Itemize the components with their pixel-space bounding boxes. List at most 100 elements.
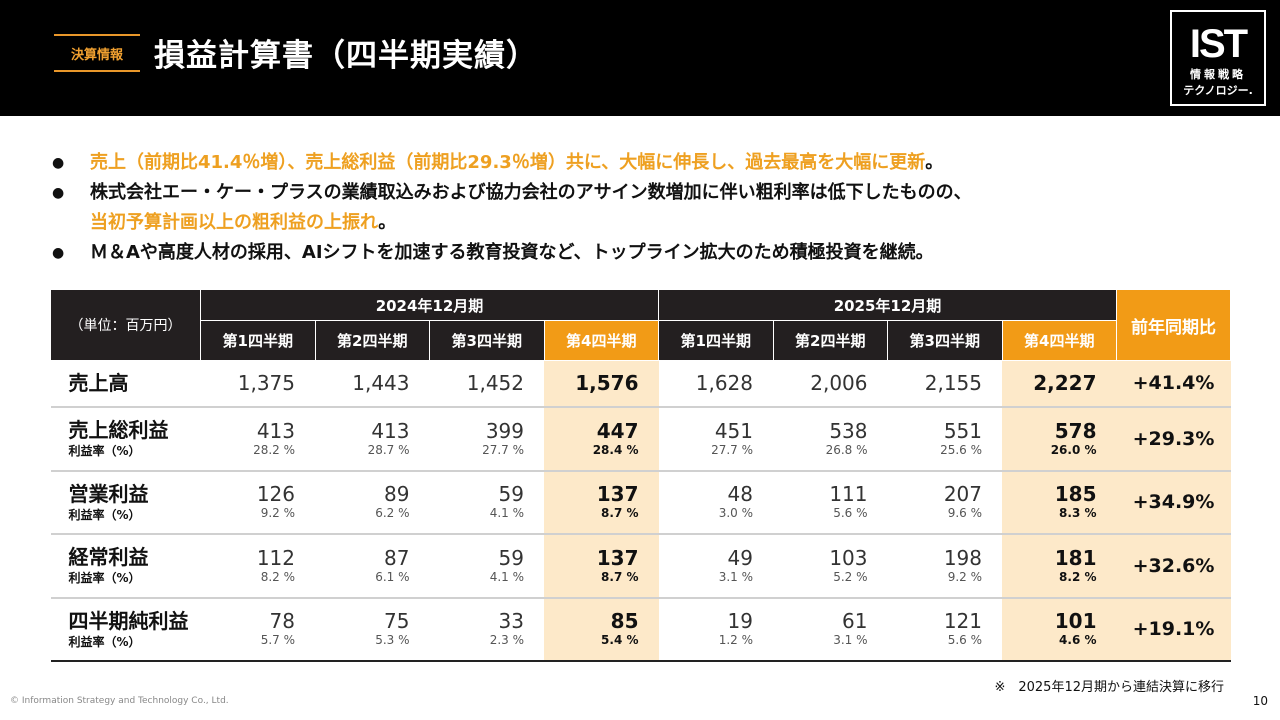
yoy-cell: +41.4% — [1116, 360, 1231, 408]
margin: 5.6 % — [833, 506, 868, 520]
value-cell: 551 25.6 % — [887, 406, 1002, 472]
value: 33 — [498, 609, 524, 633]
margin: 28.7 % — [367, 442, 410, 457]
value: 137 — [596, 482, 639, 506]
company-logo: IST 情報戦略 テクノロジー. — [1170, 10, 1266, 106]
value-cell: 137 8.7 % — [544, 533, 659, 599]
row-sublabel: 利益率（%） — [68, 444, 141, 458]
margin: 6.2 % — [375, 506, 410, 520]
quarter-header: 第3四半期 — [887, 320, 1003, 361]
quarter-header: 第3四半期 — [429, 320, 545, 361]
value-cell: 1,443 — [315, 360, 430, 408]
value: 1,576 — [575, 371, 639, 396]
margin: 3.1 % — [833, 633, 868, 647]
value-cell: 48 3.0 % — [658, 470, 773, 535]
bullet-icon: ● — [52, 245, 65, 261]
yoy-cell: +19.1% — [1116, 597, 1231, 662]
row-label-cell: 売上総利益 利益率（%） — [50, 406, 201, 472]
value: 49 — [727, 545, 753, 570]
table-row: 売上総利益 利益率（%） 413 28.2 % 413 28.7 % 399 27.7 % 44… — [50, 406, 1231, 472]
year-header-2024: 2024年12月期 — [200, 289, 659, 321]
value: 103 — [829, 545, 868, 570]
bullet-list: ● 売上（前期比41.4％増）、売上総利益（前期比29.3％増）共に、大幅に伸長し… — [52, 148, 972, 268]
page-title: 損益計算書（四半期実績） — [154, 38, 538, 74]
value-cell: 112 8.2 % — [200, 533, 315, 599]
value-cell: 19 1.2 % — [658, 597, 773, 662]
quarter-header: 第1四半期 — [658, 320, 774, 361]
yoy-header: 前年同期比 — [1116, 289, 1231, 361]
margin: 27.7 % — [482, 442, 524, 457]
row-label: 売上高 — [68, 371, 129, 396]
quarter-header: 第2四半期 — [772, 320, 888, 361]
value: 2,227 — [1033, 371, 1097, 396]
row-label: 四半期純利益 — [68, 608, 189, 633]
value: 207 — [943, 482, 982, 506]
margin: 8.2 % — [1059, 569, 1097, 584]
value: 185 — [1054, 482, 1097, 506]
bullet-icon: ● — [52, 155, 65, 171]
bullet-text: Ｍ＆Aや高度人材の採用、AIシフトを加速する教育投資など、トップライン拡大のため… — [90, 242, 934, 263]
value-cell: 181 8.2 % — [1002, 533, 1117, 599]
quarter-header: 第4四半期 — [543, 320, 659, 361]
margin: 5.4 % — [601, 633, 639, 647]
value-cell: 2,006 — [773, 360, 888, 408]
margin: 6.1 % — [375, 569, 410, 584]
row-label: 経常利益 — [68, 545, 149, 569]
margin: 4.1 % — [489, 506, 524, 520]
value-cell: 1,628 — [658, 360, 773, 408]
row-label-cell: 経常利益 利益率（%） — [50, 533, 201, 599]
quarter-header: 第1四半期 — [200, 320, 316, 361]
margin: 8.7 % — [601, 569, 639, 584]
table-row: 四半期純利益 利益率（%） 78 5.7 % 75 5.3 % 33 2.3 % 85 5.4 %… — [50, 597, 1231, 662]
margin: 9.2 % — [947, 569, 982, 584]
value-cell: 111 5.6 % — [773, 470, 888, 535]
margin: 8.2 % — [260, 569, 295, 584]
value: 101 — [1054, 609, 1097, 633]
value: 59 — [498, 482, 524, 506]
value-cell: 578 26.0 % — [1002, 406, 1117, 472]
bullet-tail: 。 — [925, 152, 944, 173]
margin: 25.6 % — [940, 442, 982, 457]
value-cell: 103 5.2 % — [773, 533, 888, 599]
margin: 28.4 % — [592, 442, 639, 457]
value-cell: 85 5.4 % — [544, 597, 659, 662]
margin: 28.2 % — [253, 442, 295, 457]
value: 1,628 — [695, 371, 753, 396]
value: 126 — [256, 482, 295, 506]
logo-sub2: テクノロジー. — [1183, 84, 1253, 97]
value: 578 — [1054, 418, 1097, 443]
table-row: 売上高 1,375 1,443 1,452 1,576 1,628 2,006 2,155 2,… — [50, 360, 1231, 408]
value: 61 — [842, 609, 868, 633]
value-cell: 2,155 — [887, 360, 1002, 408]
value-cell: 33 2.3 % — [429, 597, 544, 662]
value: 89 — [384, 482, 410, 506]
bullet-item: ● 売上（前期比41.4％増）、売上総利益（前期比29.3％増）共に、大幅に伸長し… — [52, 148, 972, 178]
value-cell: 451 27.7 % — [658, 406, 773, 472]
value: 59 — [498, 545, 524, 570]
value-cell: 207 9.6 % — [887, 470, 1002, 535]
value: 78 — [269, 609, 295, 633]
value: 198 — [943, 545, 982, 570]
table-row: 経常利益 利益率（%） 112 8.2 % 87 6.1 % 59 4.1 % 137 8.7 %… — [50, 533, 1231, 599]
section-tag: 決算情報 — [54, 34, 140, 72]
value-cell: 126 9.2 % — [200, 470, 315, 535]
value-cell: 89 6.2 % — [315, 470, 430, 535]
bullet-item: ● 株式会社エー・ケー・プラスの業績取込みおよび協力会社のアサイン数増加に伴い粗利… — [52, 178, 972, 208]
margin: 5.3 % — [375, 633, 410, 647]
value: 447 — [596, 418, 639, 443]
row-label-cell: 売上高 — [50, 360, 201, 408]
value: 121 — [943, 609, 982, 633]
income-statement-table: （単位：百万円） 2024年12月期 2025年12月期 前年同期比 第1四半期… — [50, 289, 1231, 662]
value: 413 — [256, 418, 295, 443]
page-number: 10 — [1252, 694, 1268, 708]
value: 538 — [829, 418, 868, 443]
margin: 5.2 % — [833, 569, 868, 584]
margin: 5.6 % — [947, 633, 982, 647]
value-cell: 1,576 — [544, 360, 659, 408]
margin: 9.6 % — [947, 506, 982, 520]
value-cell: 121 5.6 % — [887, 597, 1002, 662]
value: 1,443 — [352, 371, 410, 396]
value: 111 — [829, 482, 868, 506]
value-cell: 75 5.3 % — [315, 597, 430, 662]
margin: 4.1 % — [489, 569, 524, 584]
